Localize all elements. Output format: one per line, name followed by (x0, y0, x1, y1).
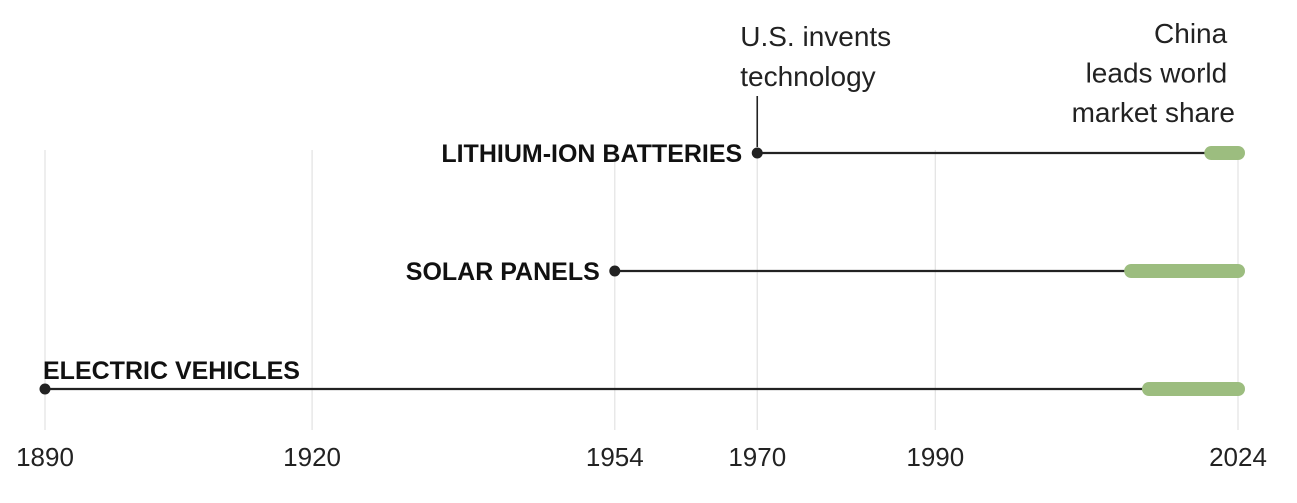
series-label: LITHIUM-ION BATTERIES (441, 140, 742, 168)
us-invents-annotation-line: U.S. invents (740, 21, 891, 52)
series-row: SOLAR PANELS (406, 258, 1245, 286)
invention-dot (39, 383, 51, 395)
x-tick-label: 1890 (16, 442, 74, 472)
china-leads-annotation-line: China (1154, 18, 1228, 49)
x-tick-label: 1970 (728, 442, 786, 472)
x-tick-label: 1920 (283, 442, 341, 472)
x-tick-label: 1990 (906, 442, 964, 472)
china-leads-annotation-line: leads world (1086, 58, 1228, 89)
china-leads-annotation-line: market share (1072, 97, 1235, 128)
series-label: ELECTRIC VEHICLES (43, 357, 300, 385)
invention-dot (609, 265, 621, 277)
grid-layer (44, 150, 1239, 430)
series-row: ELECTRIC VEHICLES (39, 357, 1245, 396)
series-label: SOLAR PANELS (406, 258, 600, 286)
invention-dot (751, 147, 763, 159)
x-axis-ticks: 1890 1920 1954 1970 1990 2024 (16, 442, 1267, 472)
series-row: LITHIUM-ION BATTERIES (441, 140, 1245, 168)
annotation-layer: U.S. invents technology China leads worl… (740, 18, 1235, 147)
series-layer: LITHIUM-ION BATTERIES SOLAR PANELS ELECTRI… (39, 140, 1245, 396)
china-leads-annotation: China leads world market share (1072, 18, 1235, 128)
x-tick-label: 2024 (1209, 442, 1267, 472)
us-invents-annotation: U.S. invents technology (740, 21, 899, 92)
x-tick-label: 1954 (586, 442, 644, 472)
us-invents-annotation-line: technology (740, 61, 875, 92)
